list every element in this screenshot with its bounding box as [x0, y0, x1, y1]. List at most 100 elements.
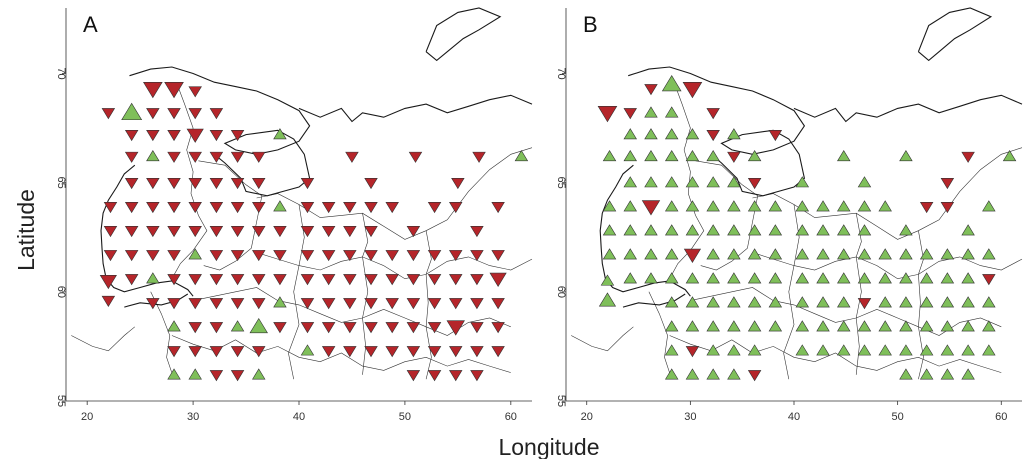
decrease-marker: [146, 178, 160, 190]
increase-marker: [167, 368, 181, 380]
decrease-marker: [470, 346, 484, 358]
increase-marker: [919, 320, 934, 332]
decrease-marker: [146, 298, 160, 310]
increase-marker: [768, 320, 783, 332]
increase-marker: [816, 344, 830, 356]
increase-marker: [664, 296, 679, 308]
decrease-marker: [706, 129, 720, 142]
decrease-marker: [470, 250, 484, 262]
increase-marker: [899, 272, 913, 284]
decrease-marker: [385, 298, 399, 310]
decrease-marker: [146, 129, 160, 142]
decrease-marker: [146, 108, 160, 120]
increase-marker: [795, 224, 810, 236]
increase-marker: [664, 149, 679, 162]
increase-marker: [146, 149, 160, 162]
increase-marker: [795, 320, 810, 332]
increase-marker: [747, 272, 762, 284]
increase-marker: [982, 200, 996, 212]
decrease-marker: [406, 274, 421, 286]
increase-marker: [940, 296, 955, 308]
coastline: [793, 94, 1023, 123]
decrease-marker: [124, 250, 139, 262]
coastline: [622, 293, 686, 308]
decrease-marker: [427, 250, 442, 262]
increase-marker: [768, 272, 783, 284]
decrease-marker: [167, 250, 181, 262]
increase-marker: [837, 248, 851, 260]
increase-marker: [623, 128, 637, 140]
increase-marker: [230, 320, 245, 332]
decrease-marker: [406, 322, 421, 334]
decrease-marker: [188, 322, 202, 334]
decrease-marker: [406, 370, 421, 382]
decrease-marker: [491, 322, 505, 334]
coastline: [298, 94, 533, 123]
increase-marker: [919, 344, 934, 356]
decrease-marker: [940, 178, 955, 190]
decrease-marker: [449, 202, 463, 214]
increase-marker: [273, 296, 287, 308]
increase-marker: [121, 102, 143, 121]
increase-marker: [706, 248, 720, 260]
increase-marker: [919, 272, 934, 284]
increase-marker: [961, 248, 975, 260]
decrease-marker: [230, 202, 245, 214]
decrease-marker: [406, 250, 421, 262]
decrease-marker: [124, 129, 139, 142]
increase-marker: [899, 248, 913, 260]
decrease-marker: [343, 322, 357, 334]
increase-marker: [919, 248, 934, 260]
decrease-marker: [427, 202, 442, 214]
panel-a: 20 30 40 50 60 55 60 65 70 A: [55, 7, 533, 423]
decrease-marker: [406, 226, 421, 238]
increase-marker: [685, 200, 700, 212]
decrease-marker: [209, 151, 224, 163]
decrease-marker: [188, 108, 202, 120]
decrease-marker: [321, 346, 336, 358]
decrease-marker: [273, 322, 287, 334]
decrease-marker: [489, 272, 507, 287]
decrease-marker: [685, 346, 700, 358]
increase-marker: [795, 344, 810, 356]
decrease-marker: [188, 178, 202, 190]
decrease-marker: [385, 250, 399, 262]
increase-marker: [598, 292, 617, 307]
decrease-marker: [343, 346, 357, 358]
increase-marker: [982, 344, 996, 356]
increase-marker: [768, 296, 783, 308]
decrease-marker: [209, 346, 224, 358]
decrease-marker: [124, 274, 139, 286]
increase-marker: [706, 320, 720, 332]
increase-marker: [816, 272, 830, 284]
increase-marker: [857, 176, 872, 188]
increase-marker: [727, 344, 741, 356]
decrease-marker: [343, 250, 357, 262]
decrease-marker: [188, 151, 202, 163]
decrease-marker: [321, 322, 336, 334]
decrease-marker: [146, 250, 160, 262]
panel-label: B: [583, 12, 598, 37]
increase-marker: [600, 274, 615, 286]
decrease-marker: [252, 178, 266, 190]
decrease-marker: [451, 178, 465, 190]
region-border: [783, 204, 800, 380]
decrease-marker: [188, 346, 202, 358]
decrease-marker: [364, 322, 378, 334]
decrease-marker: [449, 298, 463, 310]
increase-marker: [188, 368, 202, 380]
decrease-marker: [449, 370, 463, 382]
decrease-marker: [470, 322, 484, 334]
increase-marker: [940, 368, 955, 380]
increase-marker: [706, 149, 720, 162]
increase-marker: [623, 224, 637, 236]
increase-marker: [857, 200, 872, 212]
increase-marker: [706, 200, 720, 212]
decrease-marker: [472, 151, 486, 163]
region-border: [669, 84, 705, 279]
decrease-marker: [470, 298, 484, 310]
decrease-marker: [209, 250, 224, 262]
decrease-marker: [167, 298, 181, 310]
increase-marker: [685, 149, 700, 162]
decrease-marker: [406, 298, 421, 310]
